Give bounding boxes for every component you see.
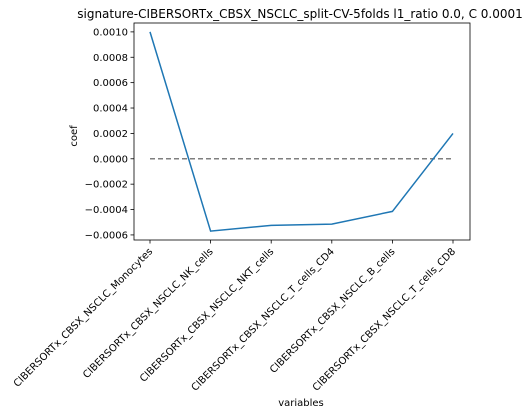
x-tick-label: CIBERSORTx_CBSX_NSCLC_Monocytes [12,246,155,389]
y-tick-label: −0.0004 [85,205,128,216]
x-tick-label: CIBERSORTx_CBSX_NSCLC_T_cells_CD8 [311,246,458,393]
x-tick-label: CIBERSORTx_CBSX_NSCLC_B_cells [268,246,397,375]
y-tick-label: 0.0002 [93,129,128,140]
series-line [149,31,454,232]
x-axis-label: variables [278,398,324,409]
y-tick-label: 0.0010 [93,27,128,38]
y-axis-label: coef [69,125,80,147]
y-tick-label: 0.0000 [93,154,128,165]
chart-title: signature-CIBERSORTx_CBSX_NSCLC_split-CV… [77,7,523,21]
y-tick-label: 0.0006 [93,78,128,89]
y-tick-label: 0.0004 [93,104,128,115]
x-tick-label: CIBERSORTx_CBSX_NSCLC_NK_cells [81,246,216,381]
x-tick-label: CIBERSORTx_CBSX_NSCLC_NKT_cells [138,246,276,384]
y-tick-label: −0.0002 [85,180,128,191]
plot-area: 0.0010 0.0008 0.0006 0.0004 0.0002 0.0000 −0.0… [12,22,471,394]
plot-frame [133,22,471,241]
y-tick-label: 0.0008 [93,53,128,64]
y-tick-label: −0.0006 [85,230,128,241]
